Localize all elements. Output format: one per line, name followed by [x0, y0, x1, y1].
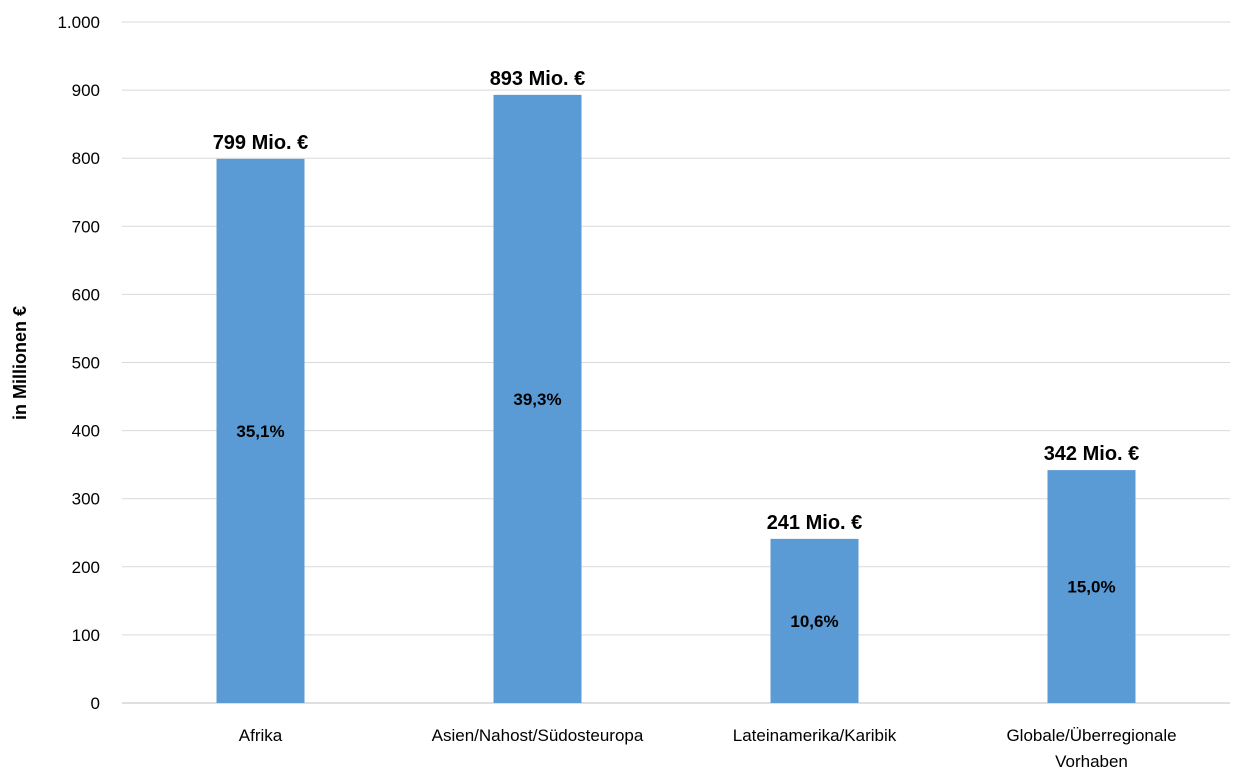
y-tick-label: 200 [72, 558, 100, 577]
x-axis-categories: Afrika Asien/Nahost/Südosteuropa Lateiname… [239, 726, 1177, 771]
y-tick-label: 0 [91, 694, 100, 713]
y-axis-ticks: 0 100 200 300 400 500 600 700 800 900 1.000 [57, 13, 100, 713]
bar-value-label: 342 Mio. € [1044, 443, 1140, 465]
y-tick-label: 500 [72, 354, 100, 373]
y-tick-label: 700 [72, 217, 100, 236]
bar-share-label: 10,6% [790, 612, 838, 631]
bar [1047, 470, 1136, 703]
y-axis-title: in Millionen € [10, 306, 30, 420]
x-category-label: Asien/Nahost/Südosteuropa [432, 726, 644, 745]
y-tick-label: 600 [72, 285, 100, 304]
bar [493, 94, 582, 703]
bar-share-label: 35,1% [236, 422, 284, 441]
bar-share-label: 15,0% [1067, 578, 1115, 597]
bar [770, 538, 859, 703]
y-tick-label: 100 [72, 626, 100, 645]
bars [216, 94, 1136, 704]
x-category-label: Vorhaben [1055, 752, 1128, 771]
bar-value-label: 241 Mio. € [767, 512, 863, 534]
y-tick-label: 400 [72, 422, 100, 441]
x-category-label: Lateinamerika/Karibik [733, 726, 897, 745]
y-tick-label: 900 [72, 81, 100, 100]
x-category-label: Afrika [239, 726, 283, 745]
data-labels: 799 Mio. € 35,1% 893 Mio. € 39,3% 241 Mio. €… [213, 68, 1140, 631]
bar-value-label: 799 Mio. € [213, 132, 309, 154]
bar-value-label: 893 Mio. € [490, 68, 586, 90]
y-tick-label: 1.000 [57, 13, 100, 32]
y-tick-label: 300 [72, 490, 100, 509]
bar [216, 158, 305, 704]
y-tick-label: 800 [72, 149, 100, 168]
grid-lines [122, 21, 1230, 704]
bar-share-label: 39,3% [513, 390, 561, 409]
x-category-label: Globale/Überregionale [1006, 726, 1176, 745]
